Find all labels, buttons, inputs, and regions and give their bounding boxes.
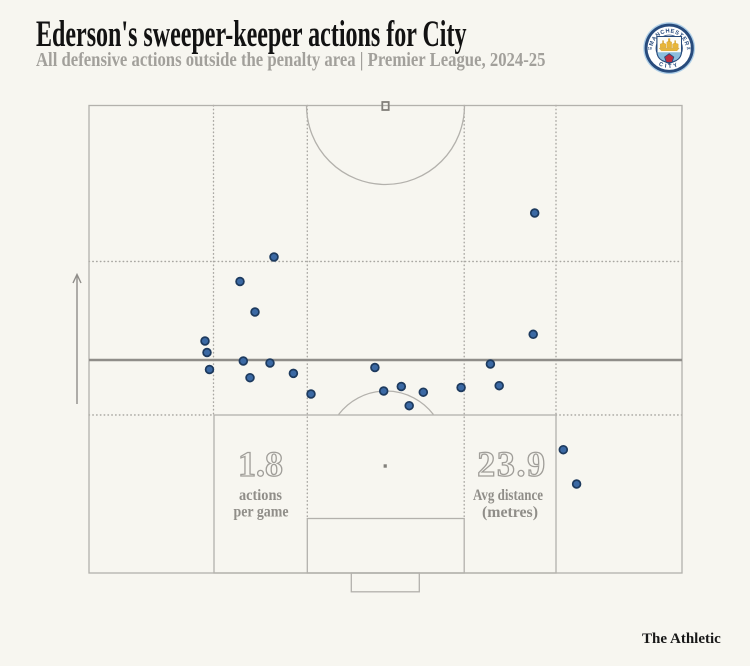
svg-text:1.8: 1.8: [238, 444, 283, 484]
svg-text:actions: actions: [239, 487, 282, 504]
svg-text:94: 94: [687, 47, 691, 51]
svg-text:Avg distance: Avg distance: [473, 487, 543, 504]
svg-text:per game: per game: [234, 504, 289, 521]
svg-text:18: 18: [648, 47, 652, 51]
svg-text:CITY: CITY: [658, 62, 681, 71]
svg-text:(metres): (metres): [482, 504, 538, 521]
svg-text:23.9: 23.9: [477, 444, 546, 484]
